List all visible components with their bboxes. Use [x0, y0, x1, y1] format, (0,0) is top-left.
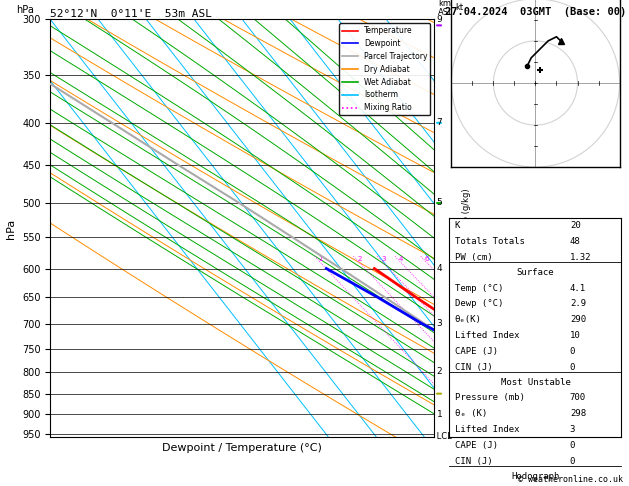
Text: CIN (J): CIN (J) — [455, 457, 493, 466]
Text: hPa: hPa — [16, 5, 33, 15]
Y-axis label: hPa: hPa — [6, 218, 16, 239]
Text: Temp (°C): Temp (°C) — [455, 284, 503, 293]
Text: 0: 0 — [570, 363, 576, 372]
Text: © weatheronline.co.uk: © weatheronline.co.uk — [518, 474, 623, 484]
Text: 7: 7 — [437, 118, 442, 127]
Text: 9: 9 — [437, 15, 442, 24]
Text: Dewp (°C): Dewp (°C) — [455, 299, 503, 309]
Text: 27.04.2024  03GMT  (Base: 00): 27.04.2024 03GMT (Base: 00) — [445, 7, 626, 17]
Text: 4.1: 4.1 — [570, 284, 586, 293]
Text: CIN (J): CIN (J) — [455, 363, 493, 372]
Text: θₑ (K): θₑ (K) — [455, 409, 487, 418]
Text: CAPE (J): CAPE (J) — [455, 441, 498, 450]
Text: CAPE (J): CAPE (J) — [455, 347, 498, 356]
Text: 5: 5 — [437, 198, 442, 208]
Text: 1: 1 — [437, 410, 442, 419]
Text: 3: 3 — [570, 425, 576, 434]
Text: Totals Totals: Totals Totals — [455, 237, 525, 246]
Text: 1: 1 — [318, 257, 323, 262]
Text: kt: kt — [455, 3, 464, 12]
X-axis label: Dewpoint / Temperature (°C): Dewpoint / Temperature (°C) — [162, 443, 322, 453]
Text: Pressure (mb): Pressure (mb) — [455, 394, 525, 402]
Text: km
ASL: km ASL — [438, 0, 454, 17]
Text: 10: 10 — [570, 331, 581, 340]
Text: 0: 0 — [570, 457, 576, 466]
Text: Surface: Surface — [516, 268, 554, 277]
Text: 6: 6 — [425, 257, 429, 262]
Text: 2.9: 2.9 — [570, 299, 586, 309]
Text: 0: 0 — [570, 347, 576, 356]
Text: 48: 48 — [570, 237, 581, 246]
Text: 4: 4 — [437, 264, 442, 273]
Text: 700: 700 — [570, 394, 586, 402]
Text: Hodograph: Hodograph — [511, 472, 560, 481]
Text: 20: 20 — [570, 221, 581, 230]
Text: 2: 2 — [357, 257, 362, 262]
Text: 52°12'N  0°11'E  53m ASL: 52°12'N 0°11'E 53m ASL — [50, 9, 213, 18]
Text: 298: 298 — [570, 409, 586, 418]
Text: Most Unstable: Most Unstable — [501, 378, 571, 387]
Legend: Temperature, Dewpoint, Parcel Trajectory, Dry Adiabat, Wet Adiabat, Isotherm, Mi: Temperature, Dewpoint, Parcel Trajectory… — [340, 23, 430, 115]
Text: Lifted Index: Lifted Index — [455, 425, 519, 434]
Text: 3: 3 — [381, 257, 386, 262]
Text: 1.32: 1.32 — [570, 253, 591, 262]
Text: 0: 0 — [570, 441, 576, 450]
Text: 290: 290 — [570, 315, 586, 324]
Text: Mixing Ratio (g/kg): Mixing Ratio (g/kg) — [462, 189, 471, 268]
Text: 4: 4 — [399, 257, 403, 262]
Text: K: K — [455, 221, 460, 230]
Text: Lifted Index: Lifted Index — [455, 331, 519, 340]
Text: LCL: LCL — [434, 432, 452, 441]
Text: PW (cm): PW (cm) — [455, 253, 493, 262]
Text: θₑ(K): θₑ(K) — [455, 315, 481, 324]
Text: 3: 3 — [437, 319, 442, 329]
Text: 2: 2 — [437, 367, 442, 376]
